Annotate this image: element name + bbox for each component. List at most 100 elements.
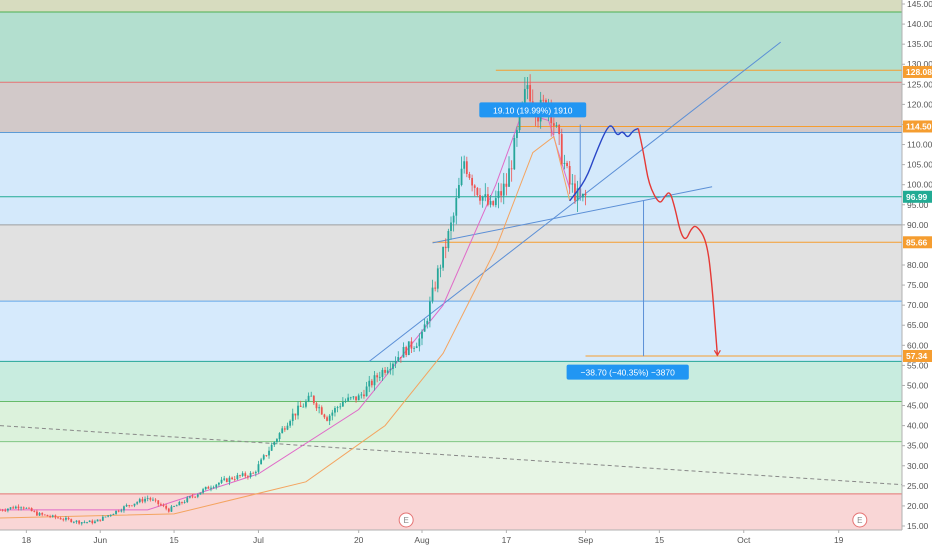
- measure-label-1: −38.70 (−40.35%) −3870: [581, 368, 676, 378]
- y-tick-label: 65.00: [907, 320, 929, 330]
- forecast-path-blue[interactable]: [569, 125, 639, 202]
- price-axis[interactable]: 145.00140.00135.00130.00125.00120.00115.…: [901, 0, 932, 531]
- candle-body: [568, 166, 571, 185]
- candle-body: [239, 475, 241, 477]
- candle-body: [149, 498, 152, 500]
- candle-body: [241, 473, 244, 476]
- y-tick-label: 20.00: [907, 501, 929, 511]
- zone-band-8: [0, 441, 902, 494]
- x-tick-label: 18: [22, 535, 32, 545]
- candle-body: [157, 500, 160, 505]
- candle-body: [188, 496, 191, 498]
- zone-band-7: [0, 401, 902, 442]
- candle-body: [518, 113, 521, 131]
- candle-body: [505, 183, 508, 187]
- candle-body: [397, 357, 400, 362]
- candle-body: [347, 397, 350, 401]
- candle-body: [360, 394, 363, 396]
- candle-body: [334, 408, 336, 413]
- candle-body: [407, 341, 410, 356]
- candle-body: [9, 507, 12, 509]
- candle-body: [489, 201, 492, 205]
- candle-body: [513, 137, 516, 170]
- candle-body: [94, 521, 96, 524]
- candle-body: [65, 517, 67, 520]
- candle-body: [36, 511, 38, 516]
- forecast-path-red[interactable]: [637, 128, 719, 356]
- x-tick-label: 17: [502, 535, 512, 545]
- candle-body: [481, 196, 484, 201]
- candle-body: [500, 191, 503, 196]
- candle-body: [326, 417, 328, 421]
- candle-body: [262, 455, 265, 460]
- candle-body: [78, 520, 81, 524]
- candle-body: [107, 515, 110, 517]
- candle-body: [508, 168, 510, 187]
- candle-body: [479, 195, 481, 201]
- trendline-2[interactable]: [0, 425, 907, 486]
- candle-body: [146, 498, 149, 499]
- zone-band-3: [0, 132, 902, 225]
- x-tick-label: Oct: [737, 535, 751, 545]
- candle-body: [109, 514, 112, 516]
- candle-body: [273, 441, 276, 445]
- candle-body: [494, 198, 497, 206]
- earnings-marker-0[interactable]: [398, 512, 414, 528]
- candle-body: [487, 194, 489, 205]
- candle-body: [75, 520, 78, 522]
- candle-body: [173, 506, 175, 508]
- y-tick-label: 140.00: [907, 19, 932, 29]
- candle-body: [249, 472, 252, 477]
- candle-body: [33, 511, 36, 512]
- candle-body: [125, 505, 128, 507]
- candle-body: [86, 522, 88, 523]
- candle-body: [291, 413, 294, 422]
- candle-body: [344, 400, 347, 402]
- candle-body: [299, 405, 302, 407]
- candle-body: [376, 375, 379, 378]
- candle-body: [497, 191, 500, 199]
- earnings-marker-1[interactable]: [852, 512, 868, 528]
- candle-body: [191, 496, 194, 498]
- candle-body: [455, 197, 458, 216]
- candle-body: [452, 215, 455, 223]
- candle-body: [402, 346, 405, 358]
- time-axis-background: [0, 530, 932, 550]
- price-label-1: 114.50: [906, 121, 932, 131]
- candle-body: [331, 412, 334, 416]
- candle-body: [91, 520, 94, 524]
- plot-area: 19.10 (19.99%) 1910 −38.70 (−40.35%) −387…: [0, 0, 907, 530]
- candle-body: [444, 246, 447, 249]
- candle-body: [165, 505, 168, 509]
- candle-body: [386, 370, 389, 373]
- y-tick-label: 30.00: [907, 461, 929, 471]
- candle-body: [30, 508, 33, 512]
- x-tick-label: Jun: [93, 535, 107, 545]
- candle-body: [128, 505, 131, 506]
- y-tick-label: 50.00: [907, 380, 929, 390]
- price-label-2: 96.99: [906, 192, 928, 202]
- candle-body: [370, 380, 373, 386]
- candle-body: [270, 444, 273, 451]
- y-tick-label: 35.00: [907, 441, 929, 451]
- candle-body: [233, 479, 236, 480]
- candle-body: [7, 508, 9, 511]
- candle-body: [537, 117, 539, 122]
- y-tick-label: 110.00: [907, 140, 932, 150]
- candle-body: [186, 497, 189, 503]
- price-label-box-1: [903, 120, 932, 133]
- candle-body: [254, 471, 257, 474]
- candle-body: [394, 361, 397, 364]
- candle-body: [307, 395, 310, 402]
- candle-body: [328, 415, 331, 421]
- candle-body: [70, 519, 73, 523]
- candle-body: [384, 369, 386, 373]
- price-label-box-2: [903, 190, 932, 203]
- candle-body: [220, 479, 223, 483]
- x-tick-label: Sep: [578, 535, 593, 545]
- y-tick-label: 130.00: [907, 59, 932, 69]
- candle-body: [436, 268, 439, 289]
- candle-body: [49, 516, 52, 517]
- time-axis[interactable]: 18 Jun 15 Jul 20 Aug 17 Sep 15 Oct 19: [0, 529, 932, 550]
